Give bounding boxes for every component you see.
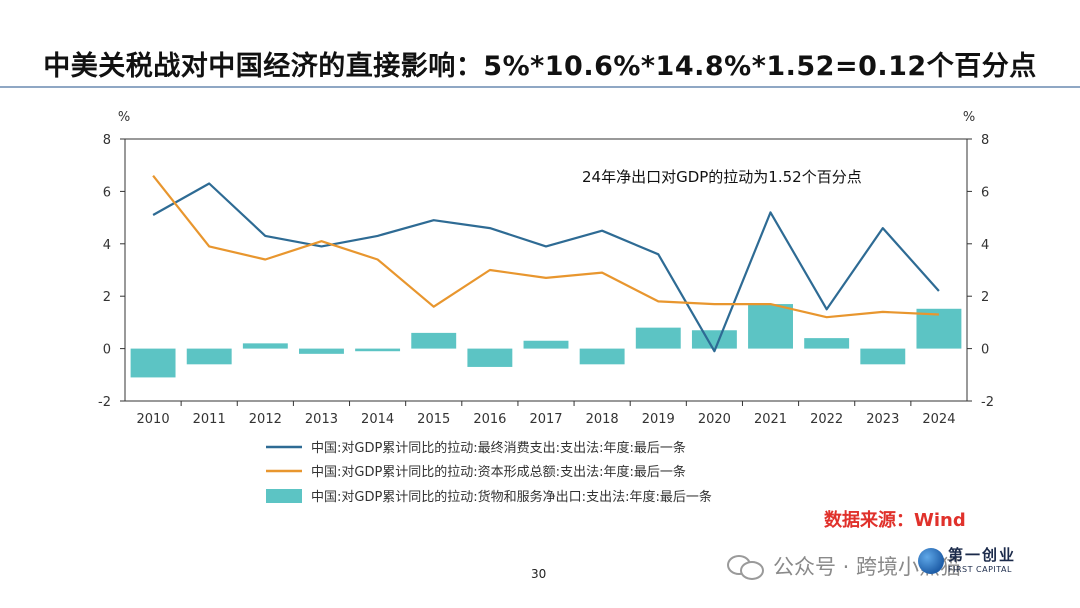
- x-tick-label: 2018: [586, 412, 619, 427]
- legend-swatch-bar: [266, 489, 302, 503]
- bar-net-exports: [748, 304, 793, 349]
- line-capital-formation: [152, 175, 939, 319]
- x-tick-label: 2012: [249, 412, 282, 427]
- x-tick-label: 2024: [922, 412, 955, 427]
- y-tick-label-right: 0: [981, 343, 989, 358]
- y-tick-label-left: 6: [103, 185, 111, 200]
- bar-net-exports: [916, 308, 962, 349]
- bar-net-exports: [860, 348, 906, 365]
- line-final-consumption: [152, 182, 940, 353]
- y-tick-label-right: 2: [981, 290, 989, 305]
- legend-label: 中国:对GDP累计同比的拉动:最终消费支出:支出法:年度:最后一条: [311, 440, 686, 456]
- brand-name-en: FIRST CAPITAL: [948, 565, 1012, 574]
- x-tick-label: 2017: [529, 412, 562, 427]
- bar-net-exports: [130, 348, 176, 378]
- y-tick-label-left: 0: [103, 343, 111, 358]
- y-tick-label-right: 8: [981, 133, 989, 148]
- x-tick-label: 2015: [417, 412, 450, 427]
- y-axis-unit-right: %: [963, 110, 975, 125]
- x-tick-label: 2011: [193, 412, 226, 427]
- y-tick-label-right: -2: [981, 395, 994, 410]
- x-tick-label: 2020: [698, 412, 731, 427]
- y-tick-label-left: 2: [103, 290, 111, 305]
- legend-label: 中国:对GDP累计同比的拉动:资本形成总额:支出法:年度:最后一条: [311, 464, 686, 480]
- y-tick-label-right: 4: [981, 238, 989, 253]
- bar-net-exports: [186, 348, 232, 365]
- brand-logo: 第一创业 FIRST CAPITAL: [918, 548, 1016, 574]
- y-tick-label-left: 4: [103, 238, 111, 253]
- x-tick-label: 2021: [754, 412, 787, 427]
- chart-annotation: 24年净出口对GDP的拉动为1.52个百分点: [582, 168, 862, 186]
- bar-net-exports: [411, 332, 457, 349]
- y-tick-label-left: -2: [98, 395, 111, 410]
- bar-net-exports: [355, 348, 401, 352]
- x-tick-label: 2016: [473, 412, 506, 427]
- x-tick-label: 2010: [137, 412, 170, 427]
- source-note: 数据来源：Wind: [824, 510, 966, 531]
- bar-net-exports: [523, 340, 569, 349]
- page-number: 30: [531, 567, 547, 581]
- x-tick-label: 2022: [810, 412, 843, 427]
- title-divider: [0, 86, 1080, 88]
- y-axis-unit-left: %: [118, 110, 130, 125]
- plot-frame: [124, 138, 968, 402]
- brand-name-cn: 第一创业: [948, 546, 1017, 564]
- x-tick-label: 2014: [361, 412, 394, 427]
- bar-net-exports: [804, 338, 850, 349]
- wechat-icon: [727, 553, 765, 580]
- y-tick-label-left: 8: [103, 133, 111, 148]
- y-tick-label-right: 6: [981, 185, 989, 200]
- bar-net-exports: [242, 343, 288, 349]
- bar-net-exports: [691, 330, 737, 349]
- globe-icon: [918, 548, 944, 574]
- bar-net-exports: [579, 348, 625, 365]
- bar-net-exports: [467, 348, 513, 367]
- slide-title: 中美关税战对中国经济的直接影响：5%*10.6%*14.8%*1.52=0.12…: [43, 51, 1037, 82]
- x-tick-label: 2019: [642, 412, 675, 427]
- bar-net-exports: [635, 327, 681, 349]
- bar-net-exports: [299, 348, 344, 354]
- legend-label: 中国:对GDP累计同比的拉动:货物和服务净出口:支出法:年度:最后一条: [311, 489, 712, 505]
- x-tick-label: 2013: [305, 412, 338, 427]
- x-tick-label: 2023: [866, 412, 899, 427]
